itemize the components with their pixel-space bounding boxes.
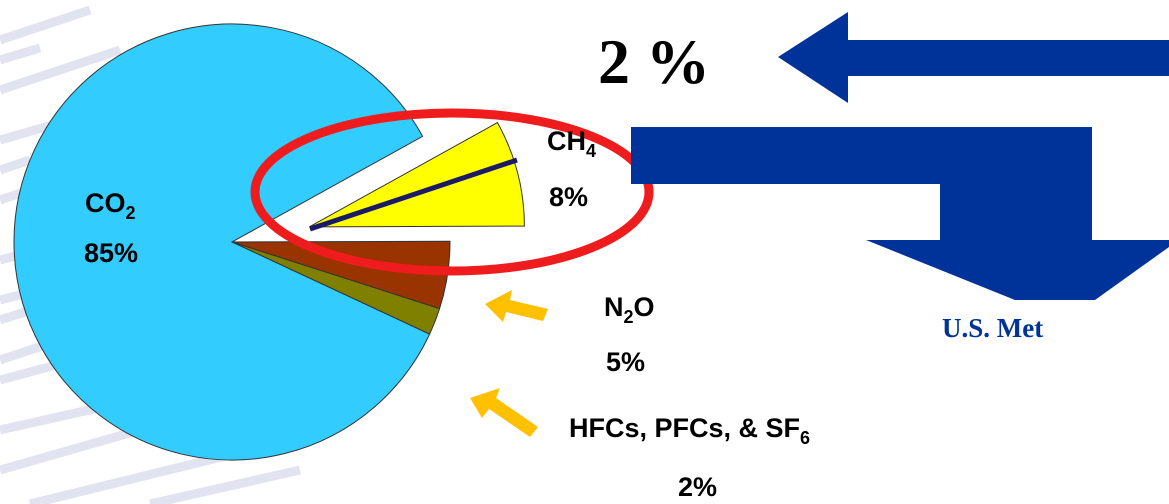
slice-value-hfcs: 2%	[678, 472, 717, 502]
slice-value-n2o: 5%	[606, 347, 645, 377]
slice-label-ch4: CH4	[547, 126, 596, 161]
percent-callout: 2 %	[598, 26, 710, 97]
background-streak	[0, 5, 92, 45]
slice-label-co2: CO2	[85, 188, 136, 223]
slice-value-co2: 85%	[84, 238, 138, 268]
background-streak	[0, 43, 42, 65]
slice-value-ch4: 8%	[549, 182, 588, 212]
us-methane-text: U.S. Met	[942, 313, 1043, 343]
background-streak	[149, 465, 301, 504]
n2o-pointer-arrow	[485, 290, 548, 322]
ch4-highlight-ellipse	[250, 108, 654, 276]
background-streak	[0, 155, 32, 175]
left-arrow	[778, 12, 1169, 103]
ch4-radius-line	[309, 157, 518, 232]
bent-down-arrow	[631, 127, 1169, 300]
slice-label-hfcs: HFCs, PFCs, & SF6	[569, 413, 810, 448]
slice-label-n2o: N2O	[604, 292, 655, 327]
background-streak	[0, 45, 122, 95]
background-streak	[0, 425, 142, 475]
hfcs-pointer-arrow	[470, 388, 538, 437]
pie-slice-1	[309, 121, 525, 228]
